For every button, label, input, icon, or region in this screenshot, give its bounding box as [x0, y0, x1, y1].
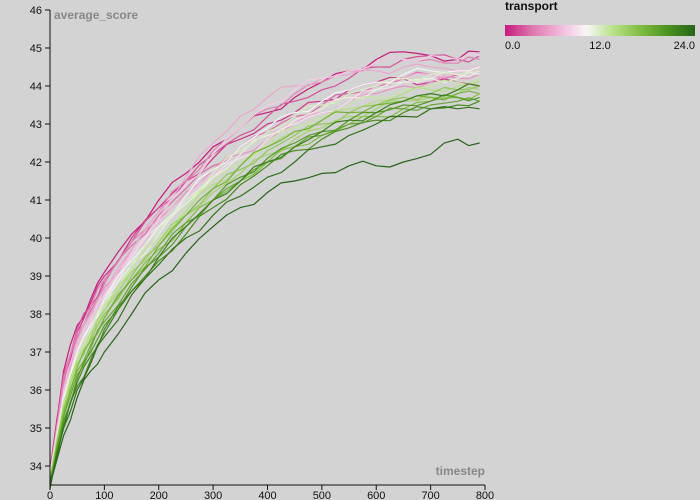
series-line-transport-22: [49, 83, 480, 482]
y-tick-label: 40: [30, 233, 42, 245]
series-line-transport-0: [49, 50, 480, 474]
y-axis-title: average_score: [54, 8, 138, 22]
series-line-transport-23: [49, 106, 480, 489]
y-tick-label: 36: [30, 385, 42, 397]
x-tick-label: 200: [150, 490, 168, 500]
y-tick-label: 42: [30, 157, 42, 169]
series-line-transport-7: [49, 65, 480, 474]
y-axis-ticks: 34 35 36 37 38 39 40 41 42 43 44 45 46: [30, 5, 50, 473]
y-tick-label: 38: [30, 309, 42, 321]
series-line-transport-13: [49, 77, 480, 482]
series-line-transport-10: [49, 66, 480, 482]
series-line-transport-24: [49, 138, 480, 486]
y-tick-label: 37: [30, 347, 42, 359]
x-tick-label: 500: [313, 490, 331, 500]
y-tick-label: 35: [30, 423, 42, 435]
series-line-transport-20: [49, 94, 480, 486]
x-tick-label: 400: [258, 490, 276, 500]
x-tick-label: 0: [47, 490, 53, 500]
legend-color-bar: [505, 25, 695, 36]
legend-tick-label: 24.0: [674, 40, 695, 52]
series-line-transport-3: [49, 70, 480, 474]
x-tick-label: 100: [95, 490, 113, 500]
series-line-transport-6: [49, 63, 480, 478]
y-tick-label: 43: [30, 119, 42, 131]
x-tick-label: 800: [476, 490, 494, 500]
legend-title: transport: [505, 0, 558, 13]
series-line-transport-4: [49, 56, 480, 482]
x-axis-title: timestep: [436, 464, 485, 478]
y-tick-label: 34: [30, 461, 42, 473]
series-line-transport-8: [49, 53, 480, 478]
series-line-transport-12: [49, 70, 480, 478]
x-tick-label: 600: [367, 490, 385, 500]
color-legend: transport 0.0 12.0 24.0: [505, 0, 695, 52]
y-tick-label: 46: [30, 5, 42, 17]
series-lines: [49, 50, 480, 489]
legend-ticks: 0.0 12.0 24.0: [505, 40, 695, 52]
legend-tick-label: 12.0: [589, 40, 610, 52]
x-tick-label: 300: [204, 490, 222, 500]
y-tick-label: 41: [30, 195, 42, 207]
y-tick-label: 39: [30, 271, 42, 283]
axes: 0 100 200 300 400 500 600 700 800 34 35 36 37 38 39 40…: [30, 5, 494, 500]
y-tick-label: 44: [30, 81, 42, 93]
x-tick-label: 700: [421, 490, 439, 500]
y-tick-label: 45: [30, 43, 42, 55]
series-line-transport-9: [49, 70, 480, 474]
legend-tick-label: 0.0: [505, 40, 520, 52]
series-line-transport-21: [49, 100, 480, 486]
x-axis-ticks: 0 100 200 300 400 500 600 700 800: [47, 485, 494, 500]
